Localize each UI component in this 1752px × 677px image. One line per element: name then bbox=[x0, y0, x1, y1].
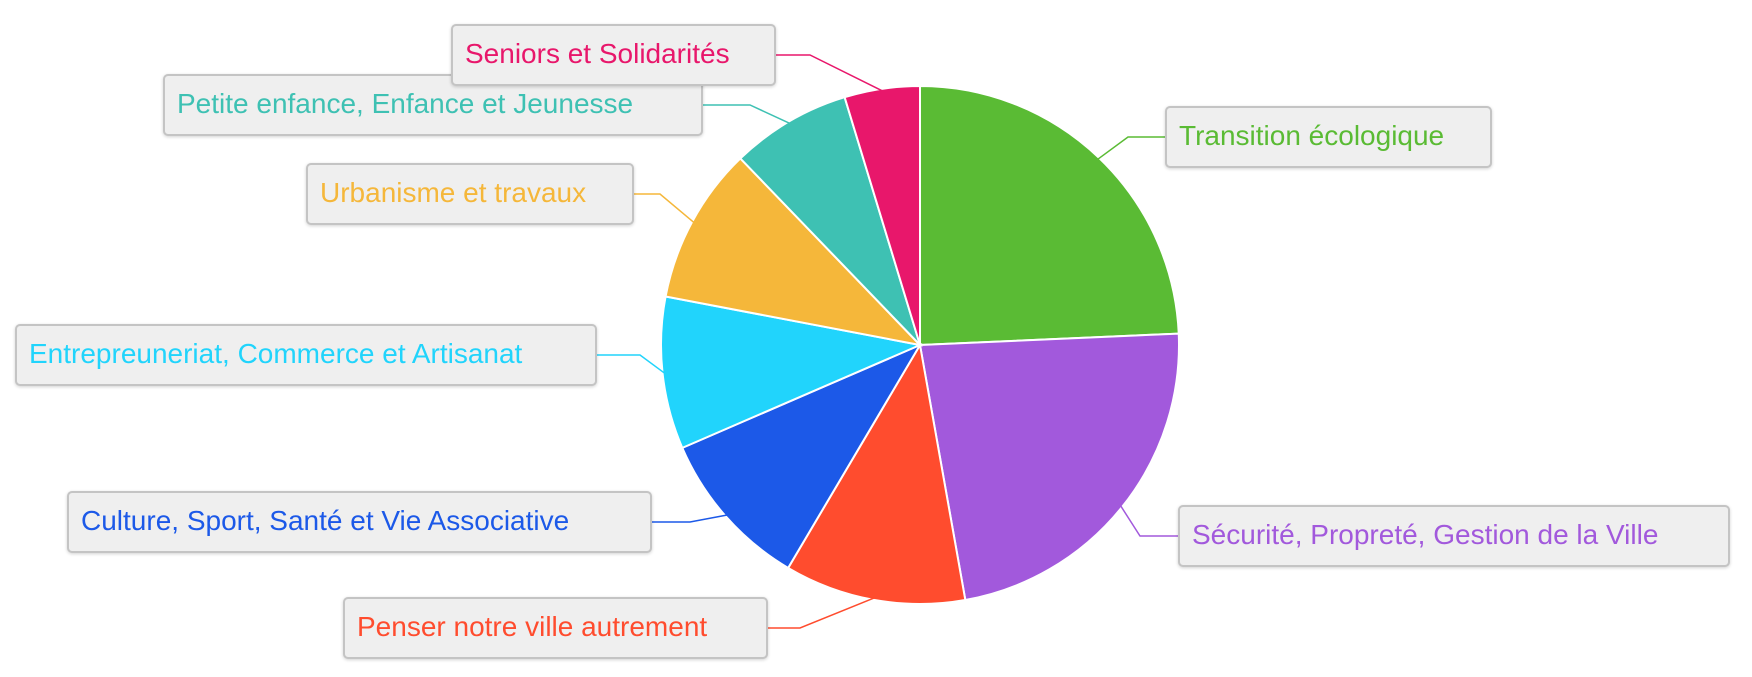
pie-slice[interactable] bbox=[919, 84, 1180, 347]
pie-slice[interactable] bbox=[680, 342, 923, 570]
pie-slice[interactable] bbox=[660, 295, 924, 450]
slice-label: Transition écologique bbox=[1165, 106, 1492, 168]
slice-label: Urbanisme et travaux bbox=[306, 163, 634, 225]
slice-label: Entrepreuneriat, Commerce et Artisanat bbox=[15, 324, 597, 386]
leader-line bbox=[768, 597, 875, 629]
pie-slice[interactable] bbox=[738, 95, 921, 346]
leader-line bbox=[776, 54, 883, 92]
leader-line bbox=[597, 354, 666, 374]
leader-line bbox=[634, 193, 695, 224]
slice-label: Penser notre ville autrement bbox=[343, 597, 768, 659]
slice-label: Seniors et Solidarités bbox=[451, 24, 776, 86]
leader-line bbox=[703, 104, 791, 125]
pie-slice[interactable] bbox=[786, 342, 967, 605]
slice-label: Sécurité, Propreté, Gestion de la Ville bbox=[1178, 505, 1730, 567]
leader-line bbox=[652, 514, 728, 523]
pie-slice[interactable] bbox=[843, 84, 921, 346]
leader-lines-layer bbox=[597, 54, 1178, 629]
slice-label: Culture, Sport, Santé et Vie Associative bbox=[67, 491, 652, 553]
leader-line bbox=[1097, 136, 1165, 160]
leader-line bbox=[1119, 505, 1178, 537]
slices-layer bbox=[660, 84, 1180, 605]
